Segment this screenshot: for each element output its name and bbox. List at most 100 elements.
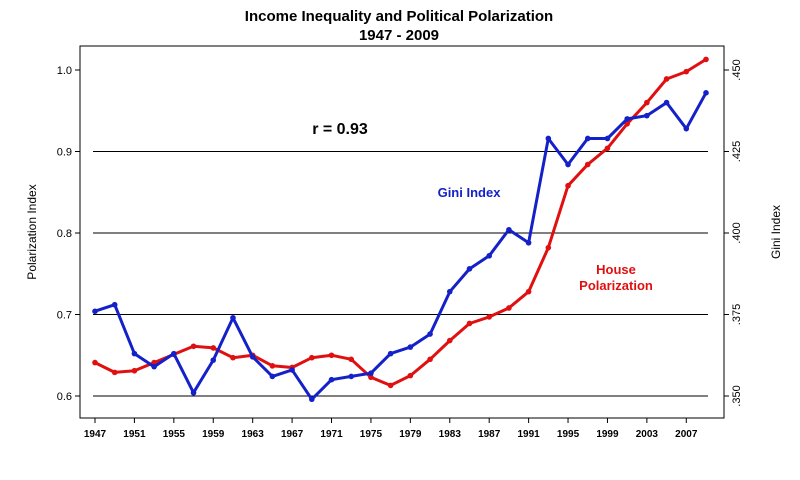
house-polarization-line (94, 58, 707, 387)
house-polarization-point (506, 305, 512, 311)
house-polarization-point (111, 369, 118, 376)
house-polarization-point (190, 343, 197, 350)
gini-index-point (584, 135, 591, 142)
right-axis-label: Gini Index (769, 205, 783, 259)
x-tick-label: 1955 (163, 429, 186, 440)
left-tick-label: 1.0 (57, 65, 72, 77)
x-tick-label: 1995 (557, 429, 580, 440)
gini-index-point (210, 357, 217, 363)
gini-index-point (486, 253, 492, 259)
chart-title: Income Inequality and Political Polariza… (245, 8, 553, 25)
house-polarization-point (545, 244, 552, 251)
gini-index-point (703, 90, 709, 96)
gini-index-point (131, 350, 138, 357)
x-tick-label: 1967 (281, 429, 304, 440)
gini-index-point (604, 135, 611, 142)
left-tick-label: 0.6 (57, 391, 72, 403)
house-polarization-point (92, 359, 98, 366)
gini-index-label: Gini Index (438, 185, 502, 200)
gini-index-point (269, 373, 276, 380)
gini-index-point (111, 301, 118, 308)
x-tick-label: 1947 (84, 429, 107, 440)
gini-index-point (151, 363, 157, 370)
gini-index-point (683, 125, 690, 132)
x-tick-label: 1951 (123, 429, 146, 440)
x-tick-label: 1979 (399, 429, 422, 440)
house-polarization-point (486, 314, 492, 320)
house-polarization-point (584, 161, 591, 168)
house-polarization-point (230, 354, 236, 361)
x-tick-label: 1963 (242, 429, 265, 440)
house-polarization-label: House (596, 262, 636, 277)
gini-index-point (249, 354, 256, 360)
gini-index-point (644, 112, 650, 119)
house-polarization-point (309, 354, 315, 361)
left-tick-label: 0.7 (57, 310, 72, 322)
right-tick-label: .425 (731, 141, 743, 162)
x-tick-label: 2007 (675, 429, 698, 440)
x-axis: 1947 1951 1955 1959 1963 1967 1971 1975 1979 1983… (84, 418, 698, 440)
x-tick-label: 1983 (439, 429, 462, 440)
house-polarization-point (644, 99, 650, 106)
gini-index-point (427, 331, 433, 337)
gini-index-point (171, 350, 177, 357)
gini-index-point (545, 135, 552, 142)
x-tick-label: 1975 (360, 429, 383, 440)
x-tick-label: 1959 (202, 429, 225, 440)
gini-index-point (92, 308, 98, 315)
house-polarization-point (663, 76, 670, 82)
x-tick-label: 1999 (596, 429, 619, 440)
house-polarization-point (466, 320, 473, 327)
x-tick-label: 2003 (636, 429, 659, 440)
gini-index-point (328, 376, 335, 383)
right-tick-label: .450 (731, 59, 743, 80)
gini-index-point (368, 370, 374, 376)
chart-subtitle: 1947 - 2009 (359, 27, 439, 44)
house-polarization-point (210, 345, 217, 351)
x-tick-label: 1971 (320, 429, 343, 440)
house-polarization-point (269, 363, 276, 369)
house-polarization-point (565, 182, 571, 189)
right-axis: .350 .375 .400 .425 .450 (724, 59, 743, 407)
gini-index-point (506, 226, 512, 233)
gini-index-point (348, 373, 355, 380)
left-tick-label: 0.8 (57, 228, 72, 240)
house-polarization-point (683, 68, 690, 75)
right-tick-label: .400 (731, 222, 743, 243)
gini-index-line (94, 92, 708, 401)
house-polarization-point (407, 372, 414, 379)
house-polarization-point (427, 356, 433, 363)
gini-index-point (565, 161, 571, 168)
house-polarization-point (131, 367, 138, 374)
x-tick-label: 1991 (517, 429, 540, 440)
right-tick-label: .350 (731, 385, 743, 406)
house-polarization-point (446, 337, 453, 344)
correlation-annotation: r = 0.93 (312, 121, 368, 138)
left-axis: 0.6 0.7 0.8 0.9 1.0 (57, 65, 80, 403)
plot-frame (79, 45, 725, 419)
house-polarization-point (703, 56, 709, 63)
x-tick-label: 1987 (478, 429, 501, 440)
gini-index-point (446, 288, 453, 295)
gini-index-point (309, 396, 315, 403)
left-tick-label: 0.9 (57, 147, 72, 159)
gini-index-point (387, 350, 394, 357)
gini-index-point (190, 389, 197, 396)
gini-index-point (289, 367, 295, 373)
right-tick-label: .375 (731, 304, 743, 325)
house-polarization-point (604, 145, 611, 152)
series-layer (92, 56, 709, 403)
house-polarization-point (525, 288, 532, 295)
gini-index-point (624, 116, 630, 122)
gini-index-point (407, 344, 414, 350)
house-polarization-point (368, 374, 374, 381)
house-polarization-label: Polarization (579, 278, 653, 293)
house-polarization-point (328, 352, 335, 359)
gini-index-point (663, 99, 670, 106)
house-polarization-point (348, 356, 355, 363)
gini-index-point (466, 266, 473, 272)
gini-index-point (525, 239, 532, 246)
left-axis-label: Polarization Index (25, 184, 39, 279)
